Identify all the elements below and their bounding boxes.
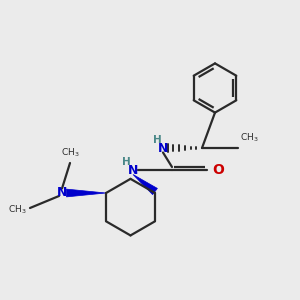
Polygon shape: [133, 175, 158, 195]
Text: N: N: [128, 164, 138, 176]
Polygon shape: [67, 189, 106, 197]
Text: N: N: [158, 142, 168, 154]
Text: H: H: [122, 157, 131, 166]
Text: O: O: [212, 163, 224, 177]
Text: N: N: [57, 187, 67, 200]
Text: CH$_3$: CH$_3$: [239, 131, 258, 143]
Text: CH$_3$: CH$_3$: [61, 147, 79, 159]
Text: H: H: [153, 135, 162, 145]
Text: CH$_3$: CH$_3$: [8, 203, 27, 216]
